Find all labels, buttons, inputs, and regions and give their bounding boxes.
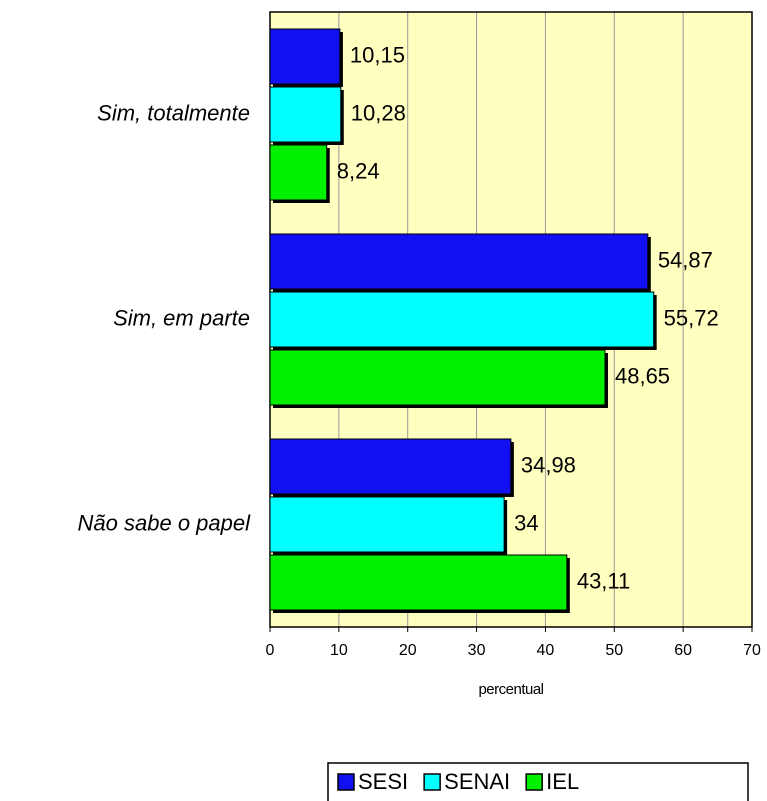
x-tick-label: 70 <box>743 642 761 659</box>
data-label: 54,87 <box>658 247 713 272</box>
x-tick-label: 10 <box>330 642 348 659</box>
legend-swatch <box>525 773 543 791</box>
data-label: 48,65 <box>615 363 670 388</box>
x-tick-label: 0 <box>266 642 275 659</box>
category-label: Sim, em parte <box>113 305 250 330</box>
data-label: 43,11 <box>577 568 630 593</box>
legend-swatch <box>337 773 355 791</box>
legend-label: SENAI <box>444 769 510 794</box>
bar <box>269 28 341 85</box>
category-label: Sim, totalmente <box>97 100 250 125</box>
bar <box>269 144 328 201</box>
data-label: 34,98 <box>521 452 576 477</box>
x-tick-label: 20 <box>399 642 417 659</box>
data-label: 34 <box>514 510 538 535</box>
x-tick-label: 60 <box>674 642 692 659</box>
bar <box>269 291 655 348</box>
data-label: 8,24 <box>337 158 380 183</box>
bar <box>269 438 512 495</box>
data-label: 10,15 <box>350 42 405 67</box>
bar <box>269 86 342 143</box>
category-label: Não sabe o papel <box>78 510 252 535</box>
x-tick-label: 30 <box>468 642 486 659</box>
data-label: 10,28 <box>351 100 406 125</box>
bar <box>269 233 649 290</box>
x-tick-label: 50 <box>605 642 623 659</box>
bar <box>269 349 606 406</box>
legend-label: IEL <box>546 769 579 794</box>
legend-box <box>327 762 749 801</box>
x-tick-label: 40 <box>537 642 555 659</box>
x-axis-label: percentual <box>478 681 543 698</box>
legend-swatch <box>423 773 441 791</box>
bar <box>269 496 505 553</box>
bar <box>269 554 568 611</box>
legend-label: SESI <box>358 769 408 794</box>
data-label: 55,72 <box>664 305 719 330</box>
